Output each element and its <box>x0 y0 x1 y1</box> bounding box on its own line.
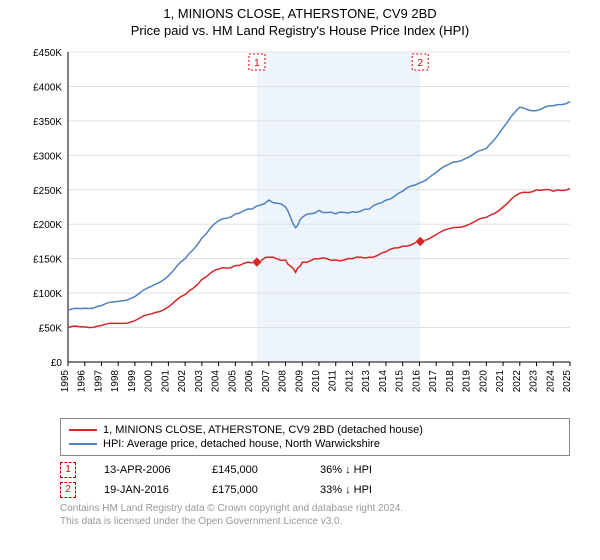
svg-text:£400K: £400K <box>33 82 62 93</box>
svg-text:1995: 1995 <box>60 370 71 393</box>
svg-text:2016: 2016 <box>411 370 422 393</box>
svg-text:£50K: £50K <box>39 324 63 335</box>
svg-text:2013: 2013 <box>361 370 372 393</box>
svg-text:2024: 2024 <box>545 370 556 393</box>
svg-text:£300K: £300K <box>33 151 62 162</box>
svg-text:2025: 2025 <box>562 370 573 393</box>
transaction-date-1: 13-APR-2006 <box>104 464 184 476</box>
legend-label-property: 1, MINIONS CLOSE, ATHERSTONE, CV9 2BD (d… <box>103 424 423 436</box>
svg-text:2021: 2021 <box>495 370 506 393</box>
transaction-delta-1: 36% ↓ HPI <box>320 464 400 476</box>
transaction-marker-2: 2 <box>60 482 76 498</box>
transaction-marker-1: 1 <box>60 462 76 478</box>
svg-text:2020: 2020 <box>478 370 489 393</box>
legend-box: 1, MINIONS CLOSE, ATHERSTONE, CV9 2BD (d… <box>60 418 570 456</box>
transaction-date-2: 19-JAN-2016 <box>104 484 184 496</box>
svg-text:1999: 1999 <box>127 370 138 393</box>
svg-text:2015: 2015 <box>395 370 406 393</box>
svg-text:2009: 2009 <box>294 370 305 393</box>
legend-swatch-hpi <box>69 443 97 445</box>
transaction-price-1: £145,000 <box>212 464 292 476</box>
legend-swatch-property <box>69 429 97 431</box>
svg-text:2007: 2007 <box>261 370 272 393</box>
svg-text:2006: 2006 <box>244 370 255 393</box>
transactions-table: 1 13-APR-2006 £145,000 36% ↓ HPI 2 19-JA… <box>60 460 570 500</box>
svg-text:2003: 2003 <box>194 370 205 393</box>
svg-text:1: 1 <box>254 58 260 69</box>
svg-text:£0: £0 <box>51 358 63 369</box>
svg-text:£250K: £250K <box>33 186 62 197</box>
chart-svg: £0 £50K £100K £150K £200K £250K £300K £350K £400… <box>20 42 580 412</box>
transaction-row-2: 2 19-JAN-2016 £175,000 33% ↓ HPI <box>60 480 570 500</box>
chart-plot-area: £0 £50K £100K £150K £200K £250K £300K £350K £400… <box>20 42 580 412</box>
svg-text:2022: 2022 <box>512 370 523 393</box>
svg-text:2004: 2004 <box>211 370 222 393</box>
svg-text:£350K: £350K <box>33 117 62 128</box>
svg-text:2001: 2001 <box>160 370 171 393</box>
svg-text:1998: 1998 <box>110 370 121 393</box>
legend-label-hpi: HPI: Average price, detached house, Nort… <box>103 438 380 450</box>
chart-title-line2: Price paid vs. HM Land Registry's House … <box>0 21 600 42</box>
transaction-price-2: £175,000 <box>212 484 292 496</box>
legend-item-hpi: HPI: Average price, detached house, Nort… <box>69 437 561 451</box>
svg-text:2002: 2002 <box>177 370 188 393</box>
footer-line1: Contains HM Land Registry data © Crown c… <box>60 502 570 515</box>
transaction-row-1: 1 13-APR-2006 £145,000 36% ↓ HPI <box>60 460 570 480</box>
chart-container: 1, MINIONS CLOSE, ATHERSTONE, CV9 2BD Pr… <box>0 0 600 560</box>
svg-text:2023: 2023 <box>529 370 540 393</box>
transaction-delta-2: 33% ↓ HPI <box>320 484 400 496</box>
svg-text:2019: 2019 <box>462 370 473 393</box>
svg-text:2011: 2011 <box>328 370 339 392</box>
svg-text:£150K: £150K <box>33 255 62 266</box>
svg-text:2010: 2010 <box>311 370 322 393</box>
svg-text:2018: 2018 <box>445 370 456 393</box>
svg-text:1996: 1996 <box>77 370 88 393</box>
footer-line2: This data is licensed under the Open Gov… <box>60 515 570 528</box>
legend-item-property: 1, MINIONS CLOSE, ATHERSTONE, CV9 2BD (d… <box>69 423 561 437</box>
svg-text:2008: 2008 <box>278 370 289 393</box>
svg-text:2014: 2014 <box>378 370 389 393</box>
svg-text:2017: 2017 <box>428 370 439 393</box>
chart-title-line1: 1, MINIONS CLOSE, ATHERSTONE, CV9 2BD <box>0 0 600 21</box>
svg-text:£100K: £100K <box>33 289 62 300</box>
svg-text:2000: 2000 <box>144 370 155 393</box>
svg-text:2012: 2012 <box>344 370 355 393</box>
svg-text:2: 2 <box>417 58 423 69</box>
svg-text:£200K: £200K <box>33 220 62 231</box>
svg-text:£450K: £450K <box>33 48 62 59</box>
footer-attribution: Contains HM Land Registry data © Crown c… <box>60 502 570 528</box>
svg-text:1997: 1997 <box>93 370 104 393</box>
svg-text:2005: 2005 <box>227 370 238 393</box>
